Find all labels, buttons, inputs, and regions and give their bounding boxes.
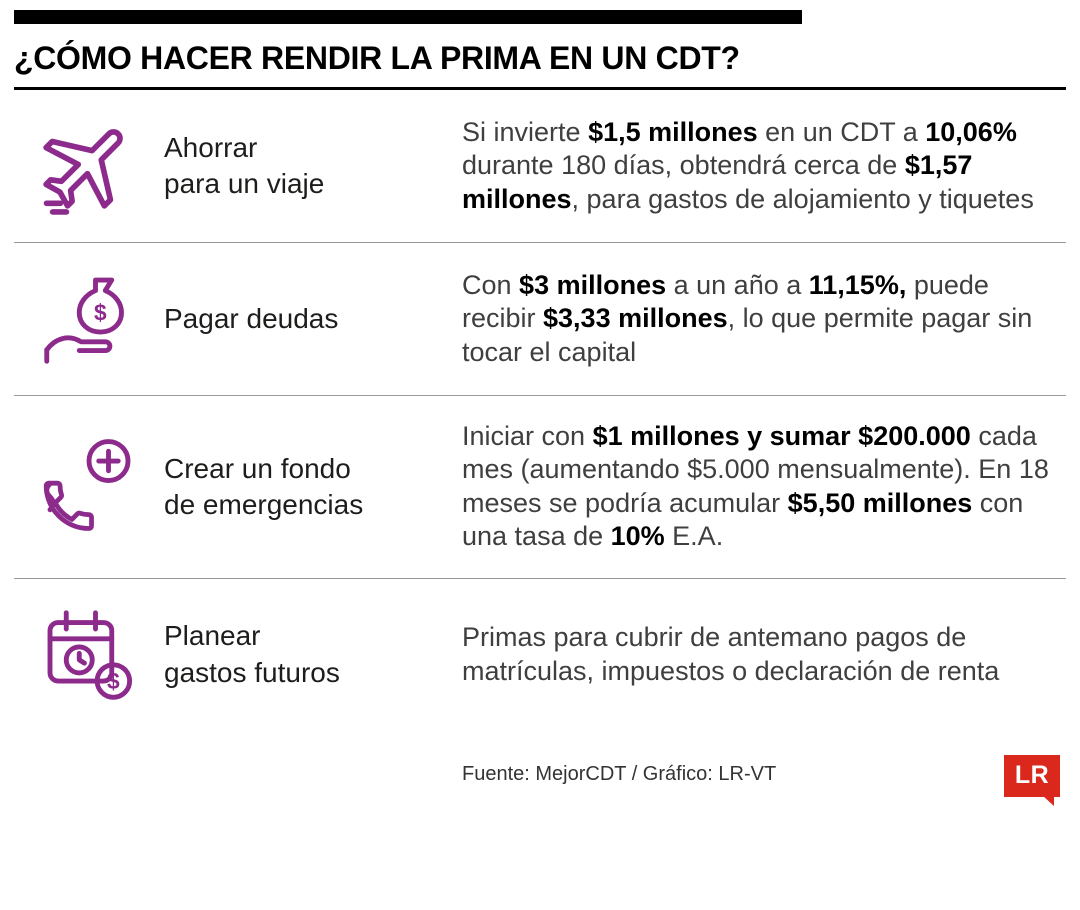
calendar-money-icon: $ — [47, 610, 133, 700]
emergency-call-icon — [43, 439, 131, 531]
row-gastos-futuros: $ Planear gastos futuros Primas para cub… — [14, 579, 1066, 731]
svg-text:$: $ — [94, 300, 107, 326]
footer: Fuente: MejorCDT / Gráfico: LR-VT LR — [14, 754, 1066, 815]
icon-cell — [14, 435, 164, 539]
row-pagar-deudas: $ Pagar deudas Con $3 millones a un año … — [14, 243, 1066, 396]
icon-cell: $ — [14, 603, 164, 707]
icon-cell — [14, 114, 164, 218]
lr-logo-text: LR — [1014, 761, 1050, 790]
row-description: Iniciar con $1 millones y sumar $200.000… — [462, 421, 1049, 552]
row-fondo-emergencias: Crear un fondo de emergencias Iniciar co… — [14, 396, 1066, 579]
lr-logo: LR — [1004, 754, 1060, 806]
svg-text:$: $ — [107, 668, 120, 694]
infographic: ¿CÓMO HACER RENDIR LA PRIMA EN UN CDT? A… — [0, 10, 1080, 815]
source-credit: Fuente: MejorCDT / Gráfico: LR-VT — [462, 762, 777, 785]
row-label: Planear gastos futuros — [164, 620, 340, 688]
row-description: Si invierte $1,5 millones en un CDT a 10… — [462, 116, 1034, 214]
row-label: Pagar deudas — [164, 302, 339, 334]
row-description: Primas para cubrir de antemano pagos de … — [462, 622, 1000, 686]
airplane-icon — [43, 129, 123, 215]
title-divider — [14, 87, 1066, 90]
row-label: Crear un fondo de emergencias — [164, 452, 364, 520]
top-accent-bar — [14, 10, 802, 24]
hand-money-bag-icon: $ — [44, 277, 124, 364]
row-description: Con $3 millones a un año a 11,15%, puede… — [462, 269, 1033, 367]
row-ahorrar-viaje: Ahorrar para un viaje Si invierte $1,5 m… — [14, 90, 1066, 243]
icon-cell: $ — [14, 267, 164, 371]
row-label: Ahorrar para un viaje — [164, 131, 325, 199]
page-title: ¿CÓMO HACER RENDIR LA PRIMA EN UN CDT? — [14, 40, 740, 76]
